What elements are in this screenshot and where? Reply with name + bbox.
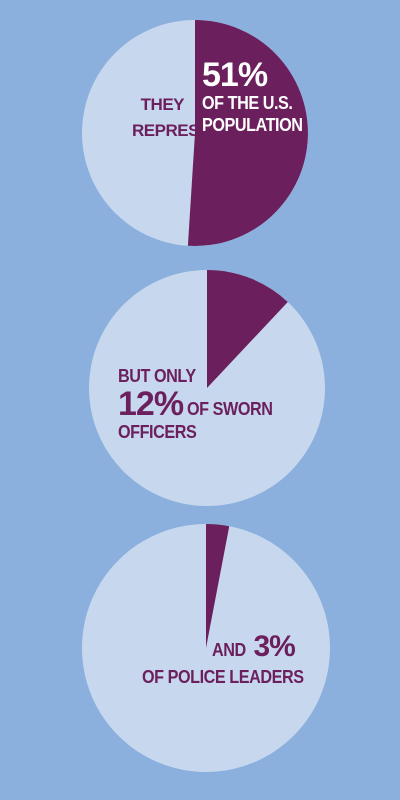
pie-2-line3: OFFICERS	[118, 422, 197, 442]
pie-2-line2-rest: OF SWORN	[187, 399, 273, 419]
pie-2-highlight-slice	[207, 270, 288, 388]
pie-3-prefix: AND	[212, 640, 246, 660]
pie-1-right-line1: OF THE U.S.	[202, 93, 293, 113]
pie-1-left-line2: REPRESENT	[132, 121, 232, 140]
pie-1-highlight-slice	[187, 20, 308, 246]
pie-1-left-line1: THEY	[140, 95, 185, 114]
pie-3-label: AND 3% OF POLICE LEADERS	[142, 630, 322, 688]
pie-2-line1: BUT ONLY	[118, 366, 196, 386]
pie-1-percent: 51%	[202, 56, 268, 94]
pie-2-percent: 12%	[118, 385, 184, 423]
pie-3-highlight-slice	[206, 524, 230, 648]
pie-2-label: BUT ONLY 12% OF SWORN OFFICERS	[118, 365, 282, 443]
pie-1-right-line2: POPULATION	[202, 115, 303, 135]
pie-1-left-label: THEY REPRESENT	[132, 92, 232, 144]
pie-3-percent: 3%	[253, 630, 295, 663]
pie-1-right-label: 51% OF THE U.S. POPULATION	[202, 58, 314, 136]
pie-3-line2: OF POLICE LEADERS	[142, 667, 304, 687]
